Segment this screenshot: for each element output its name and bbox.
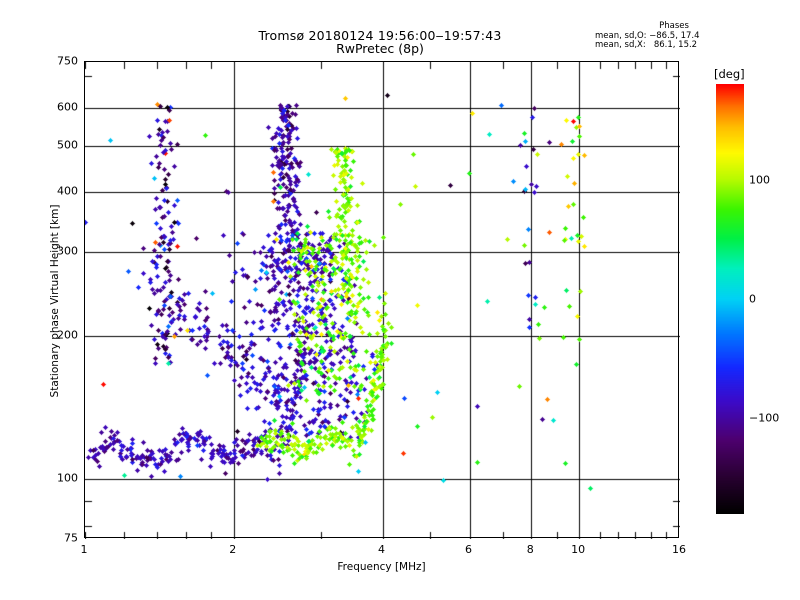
- y-tick-600: 600: [57, 100, 78, 114]
- phase-stats-x-mode: mean, sd,X: 86.1, 15.2: [595, 40, 698, 50]
- y-tick-200: 200: [57, 328, 78, 342]
- colorbar-gradient: [716, 84, 744, 514]
- x-tick-2: 2: [229, 543, 237, 556]
- y-tick-400: 400: [57, 184, 78, 198]
- colorbar-tick-100: 100: [749, 173, 770, 187]
- page-subtitle: RwPretec (8p): [336, 41, 424, 56]
- x-axis-title: Frequency [MHz]: [337, 561, 426, 573]
- y-tick-100: 100: [57, 471, 78, 485]
- plot-area: [84, 61, 680, 539]
- phase-stats-o-mode: mean, sd,O: −86.5, 17.4: [595, 30, 700, 41]
- y-tick-75: 75: [64, 531, 78, 545]
- y-tick-750: 750: [57, 54, 78, 68]
- y-axis-title: Stationary phase Virtual Height [km]: [49, 204, 61, 398]
- x-tick-6: 6: [465, 543, 472, 556]
- phase-stats-block: Phases mean, sd,O: −86.5, 17.4 mean, sd,…: [595, 21, 760, 51]
- page-title: Tromsø 20180124 19:56:00‒19:57:43: [258, 28, 502, 43]
- phase-stats-heading: Phases: [659, 21, 689, 31]
- x-tick-16: 16: [672, 543, 686, 556]
- x-axis-tick-labels: 1 2 4 6 8 10 16: [80, 543, 687, 561]
- colorbar: [deg] 100 0 −100: [714, 67, 796, 524]
- x-tick-8: 8: [526, 543, 534, 556]
- y-tick-500: 500: [57, 138, 78, 152]
- x-tick-10: 10: [571, 543, 586, 556]
- scatter-canvas: [85, 62, 680, 539]
- x-tick-1: 1: [80, 543, 88, 556]
- y-tick-300: 300: [57, 244, 78, 258]
- colorbar-tick-0: 0: [749, 292, 756, 306]
- y-axis-tick-labels: 75 100 200 300 400 500 600 750: [36, 55, 78, 545]
- colorbar-unit-label: [deg]: [714, 67, 745, 81]
- x-tick-4: 4: [378, 543, 385, 556]
- colorbar-tick--100: −100: [749, 411, 780, 425]
